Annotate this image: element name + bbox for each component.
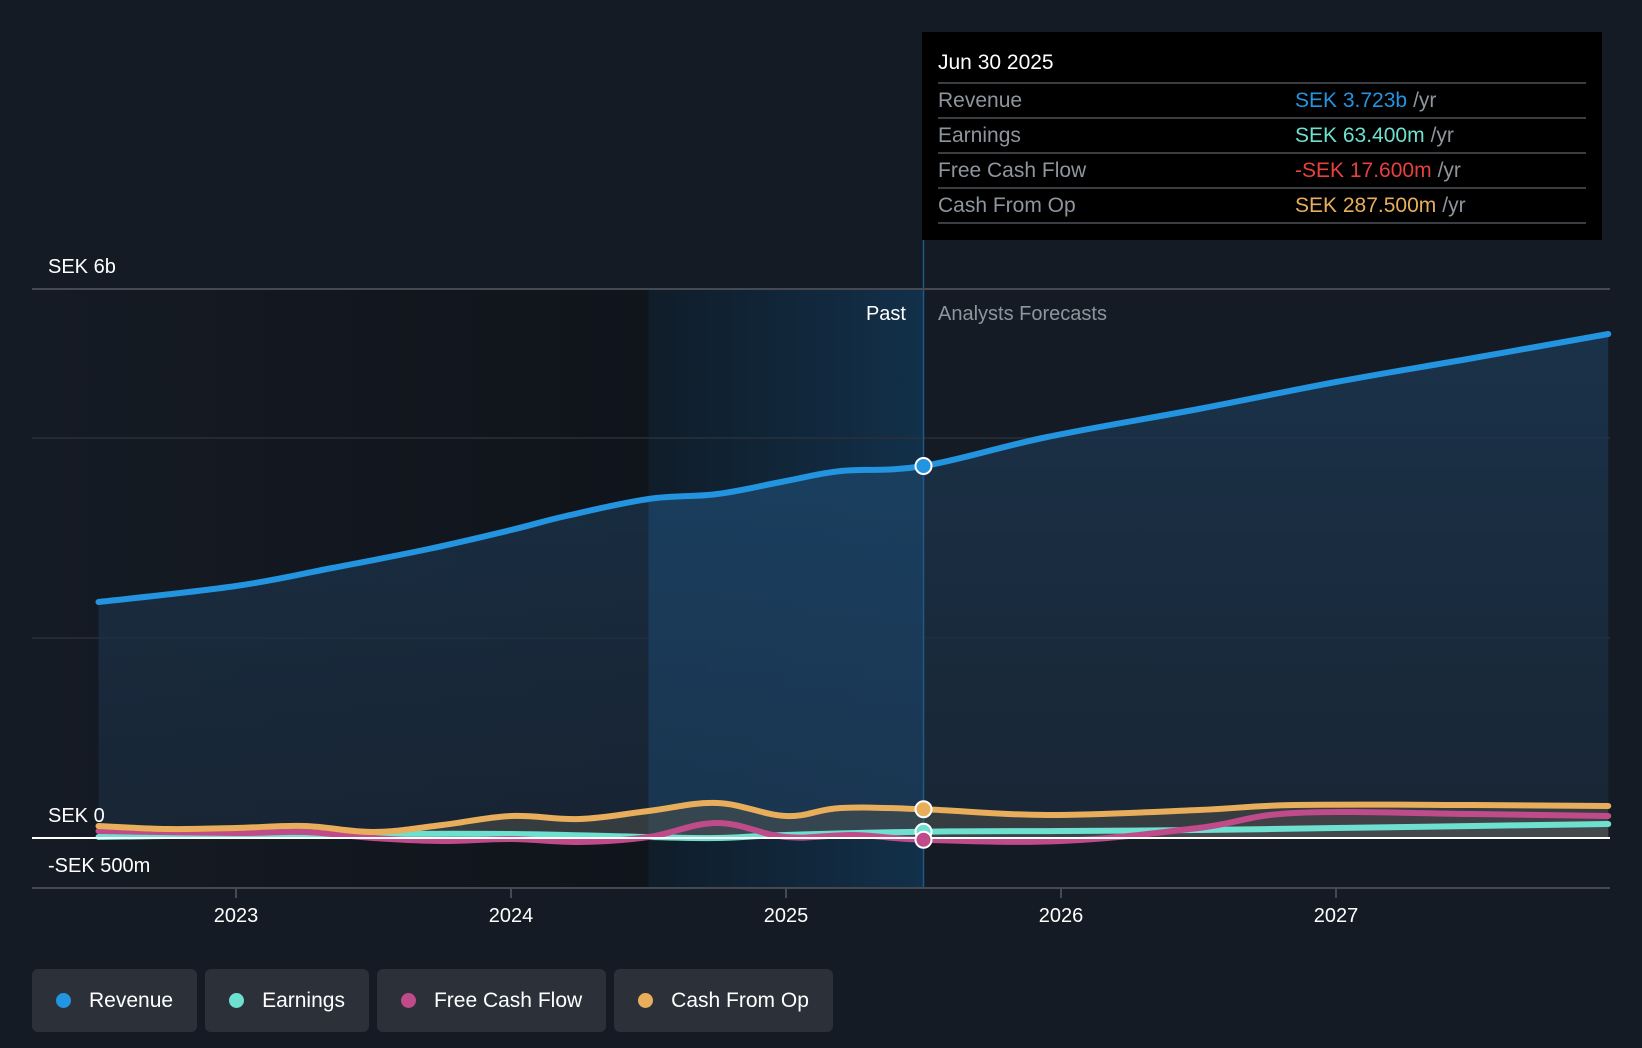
tooltip-row-cash-from-op: Cash From Op SEK 287.500m /yr: [938, 189, 1586, 224]
earnings-dot-icon: [229, 993, 245, 1008]
tooltip-row-earnings: Earnings SEK 63.400m /yr: [938, 119, 1586, 154]
legend-item-earnings[interactable]: Earnings: [205, 969, 369, 1032]
cash-from-op-marker: [914, 800, 933, 819]
legend-label: Cash From Op: [671, 988, 809, 1012]
tooltip-label: Earnings: [938, 124, 1021, 147]
legend-label: Earnings: [262, 988, 345, 1012]
free-cash-flow-dot-icon: [400, 993, 416, 1008]
tooltip-label: Free Cash Flow: [938, 159, 1087, 182]
y-axis-label-zero: SEK 0: [48, 805, 105, 827]
tooltip-value: SEK 63.400m: [1295, 124, 1425, 147]
legend-item-free-cash-flow[interactable]: Free Cash Flow: [376, 969, 607, 1032]
tooltip-unit: /yr: [1442, 194, 1466, 217]
tooltip-label: Cash From Op: [938, 194, 1076, 217]
tooltip-row-revenue: Revenue SEK 3.723b /yr: [938, 84, 1586, 119]
x-tick-label: 2027: [1314, 905, 1359, 927]
cash-from-op-dot-icon: [638, 993, 654, 1008]
tooltip-date: Jun 30 2025: [938, 46, 1586, 84]
x-tick-label: 2024: [489, 905, 534, 927]
tooltip: Jun 30 2025 Revenue SEK 3.723b /yr Earni…: [922, 32, 1602, 240]
x-tick-label: 2023: [214, 905, 259, 927]
legend-item-cash-from-op[interactable]: Cash From Op: [614, 969, 833, 1032]
tooltip-label: Revenue: [938, 89, 1023, 112]
x-tick-label: 2025: [764, 905, 809, 927]
free-cash-flow-area: [98, 812, 1609, 843]
legend-label: Free Cash Flow: [433, 988, 583, 1012]
tooltip-value: SEK 3.723b: [1295, 89, 1408, 112]
tooltip-row-free-cash-flow: Free Cash Flow -SEK 17.600m /yr: [938, 154, 1586, 189]
analysts-forecasts-label: Analysts Forecasts: [938, 303, 1107, 325]
y-axis-label-top: SEK 6b: [48, 256, 116, 278]
x-tick-label: 2026: [1039, 905, 1084, 927]
past-label: Past: [866, 303, 906, 325]
free-cash-flow-line: [95, 809, 1612, 846]
revenue-dot-icon: [56, 993, 71, 1008]
tooltip-unit: /yr: [1413, 89, 1437, 112]
tooltip-value: -SEK 17.600m: [1295, 159, 1432, 182]
revenue-line: [95, 331, 1612, 605]
legend: Revenue Earnings Free Cash Flow Cash Fro…: [32, 969, 833, 1032]
free-cash-flow-marker: [914, 830, 933, 849]
cash-from-op-line: [95, 799, 1612, 836]
y-axis-label-negative: -SEK 500m: [48, 855, 150, 877]
tooltip-value: SEK 287.500m: [1295, 194, 1437, 217]
tooltip-unit: /yr: [1430, 124, 1454, 147]
legend-item-revenue[interactable]: Revenue: [32, 969, 198, 1032]
legend-label: Revenue: [89, 988, 174, 1012]
chart: 2023 2024 2025 2026 2027 SEK 6b SEK 0 -SEK 5…: [32, 240, 1612, 927]
tooltip-unit: /yr: [1437, 159, 1461, 182]
revenue-marker: [914, 457, 933, 475]
revenue-area-past: [648, 466, 924, 838]
